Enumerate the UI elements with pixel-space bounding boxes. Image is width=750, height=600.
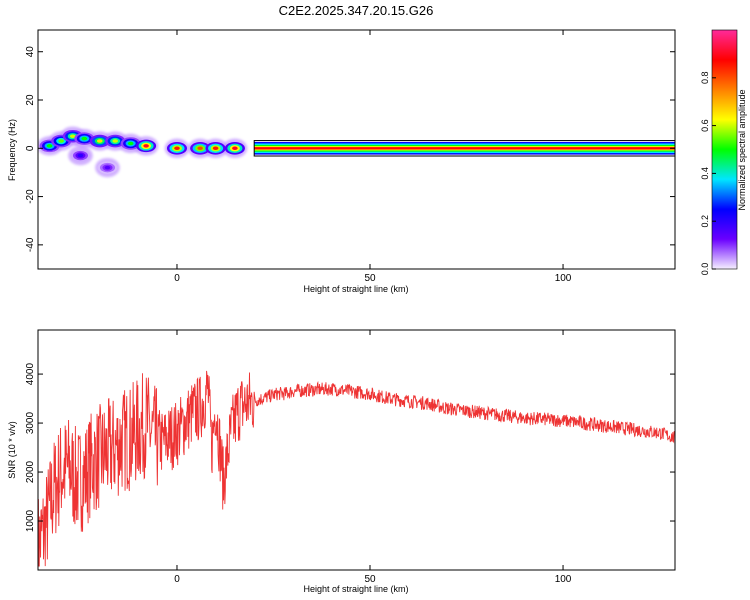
colorbar-tick-label: 0.4 [700, 167, 710, 180]
snr-panel: 0 50 100 1000 2000 3000 4000 Height of straigh… [7, 329, 676, 594]
colorbar-tick-label: 0.6 [700, 119, 710, 132]
colorbar-gradient [712, 30, 737, 269]
snr-ytick-label: 3000 [25, 412, 36, 435]
spectral-blob [58, 139, 64, 143]
spectrogram-xlabel: Height of straight line (km) [303, 284, 408, 294]
colorbar: 0.0 0.2 0.4 0.6 0.8 Normalized spectral ampl… [700, 29, 747, 276]
snr-frame [37, 329, 676, 571]
spectral-blob [127, 141, 134, 146]
spectrogram-panel: 0 50 100 40 20 0 -20 -40 Height of straight lin… [7, 29, 676, 294]
spectral-blob [81, 136, 88, 141]
figure-title: C2E2.2025.347.20.15.G26 [279, 3, 434, 18]
spectrogram-ytick-label: 0 [25, 145, 36, 151]
spectrogram-xtick-label: 0 [174, 273, 180, 284]
colorbar-tick-label: 0.8 [700, 72, 710, 85]
spectrogram-ytick-label: 20 [25, 94, 36, 106]
spectral-blob [96, 139, 103, 143]
spectrogram-ylabel: Frequency (Hz) [7, 119, 17, 181]
snr-series-line [38, 370, 675, 567]
snr-xlabel: Height of straight line (km) [303, 584, 408, 594]
spectral-blob [197, 146, 203, 151]
spectral-band-outline [253, 140, 675, 157]
spectral-blob [232, 146, 238, 151]
spectrogram-frame [37, 29, 676, 270]
colorbar-frame [711, 29, 738, 270]
snr-xtick-label: 50 [364, 574, 376, 585]
spectral-blob [112, 139, 119, 143]
snr-ytick-label: 2000 [25, 460, 36, 483]
spectral-blob [212, 146, 219, 151]
spectrogram-ytick-label: -40 [25, 237, 36, 252]
spectrogram-xtick-label: 100 [555, 273, 572, 284]
snr-ytick-label: 4000 [25, 363, 36, 386]
spectral-blob [77, 153, 84, 158]
spectral-blob [69, 134, 76, 138]
snr-xtick-label: 0 [174, 574, 180, 585]
spectral-blob [46, 144, 53, 148]
colorbar-label: Normalized spectral amplitude [737, 89, 747, 210]
spectral-blob [174, 146, 180, 151]
spectral-band [254, 147, 675, 149]
colorbar-tick-label: 0.0 [700, 263, 710, 276]
snr-ylabel: SNR (10 * v/v) [7, 421, 17, 479]
snr-xtick-label: 100 [555, 574, 572, 585]
colorbar-tick-label: 0.2 [700, 215, 710, 228]
snr-ytick-label: 1000 [25, 509, 36, 532]
spectral-blob [104, 165, 111, 170]
spectrogram-ytick-label: 40 [25, 46, 36, 58]
spectrogram-xtick-label: 50 [364, 273, 376, 284]
spectral-blob [143, 144, 149, 148]
spectrogram-ytick-label: -20 [25, 189, 36, 204]
